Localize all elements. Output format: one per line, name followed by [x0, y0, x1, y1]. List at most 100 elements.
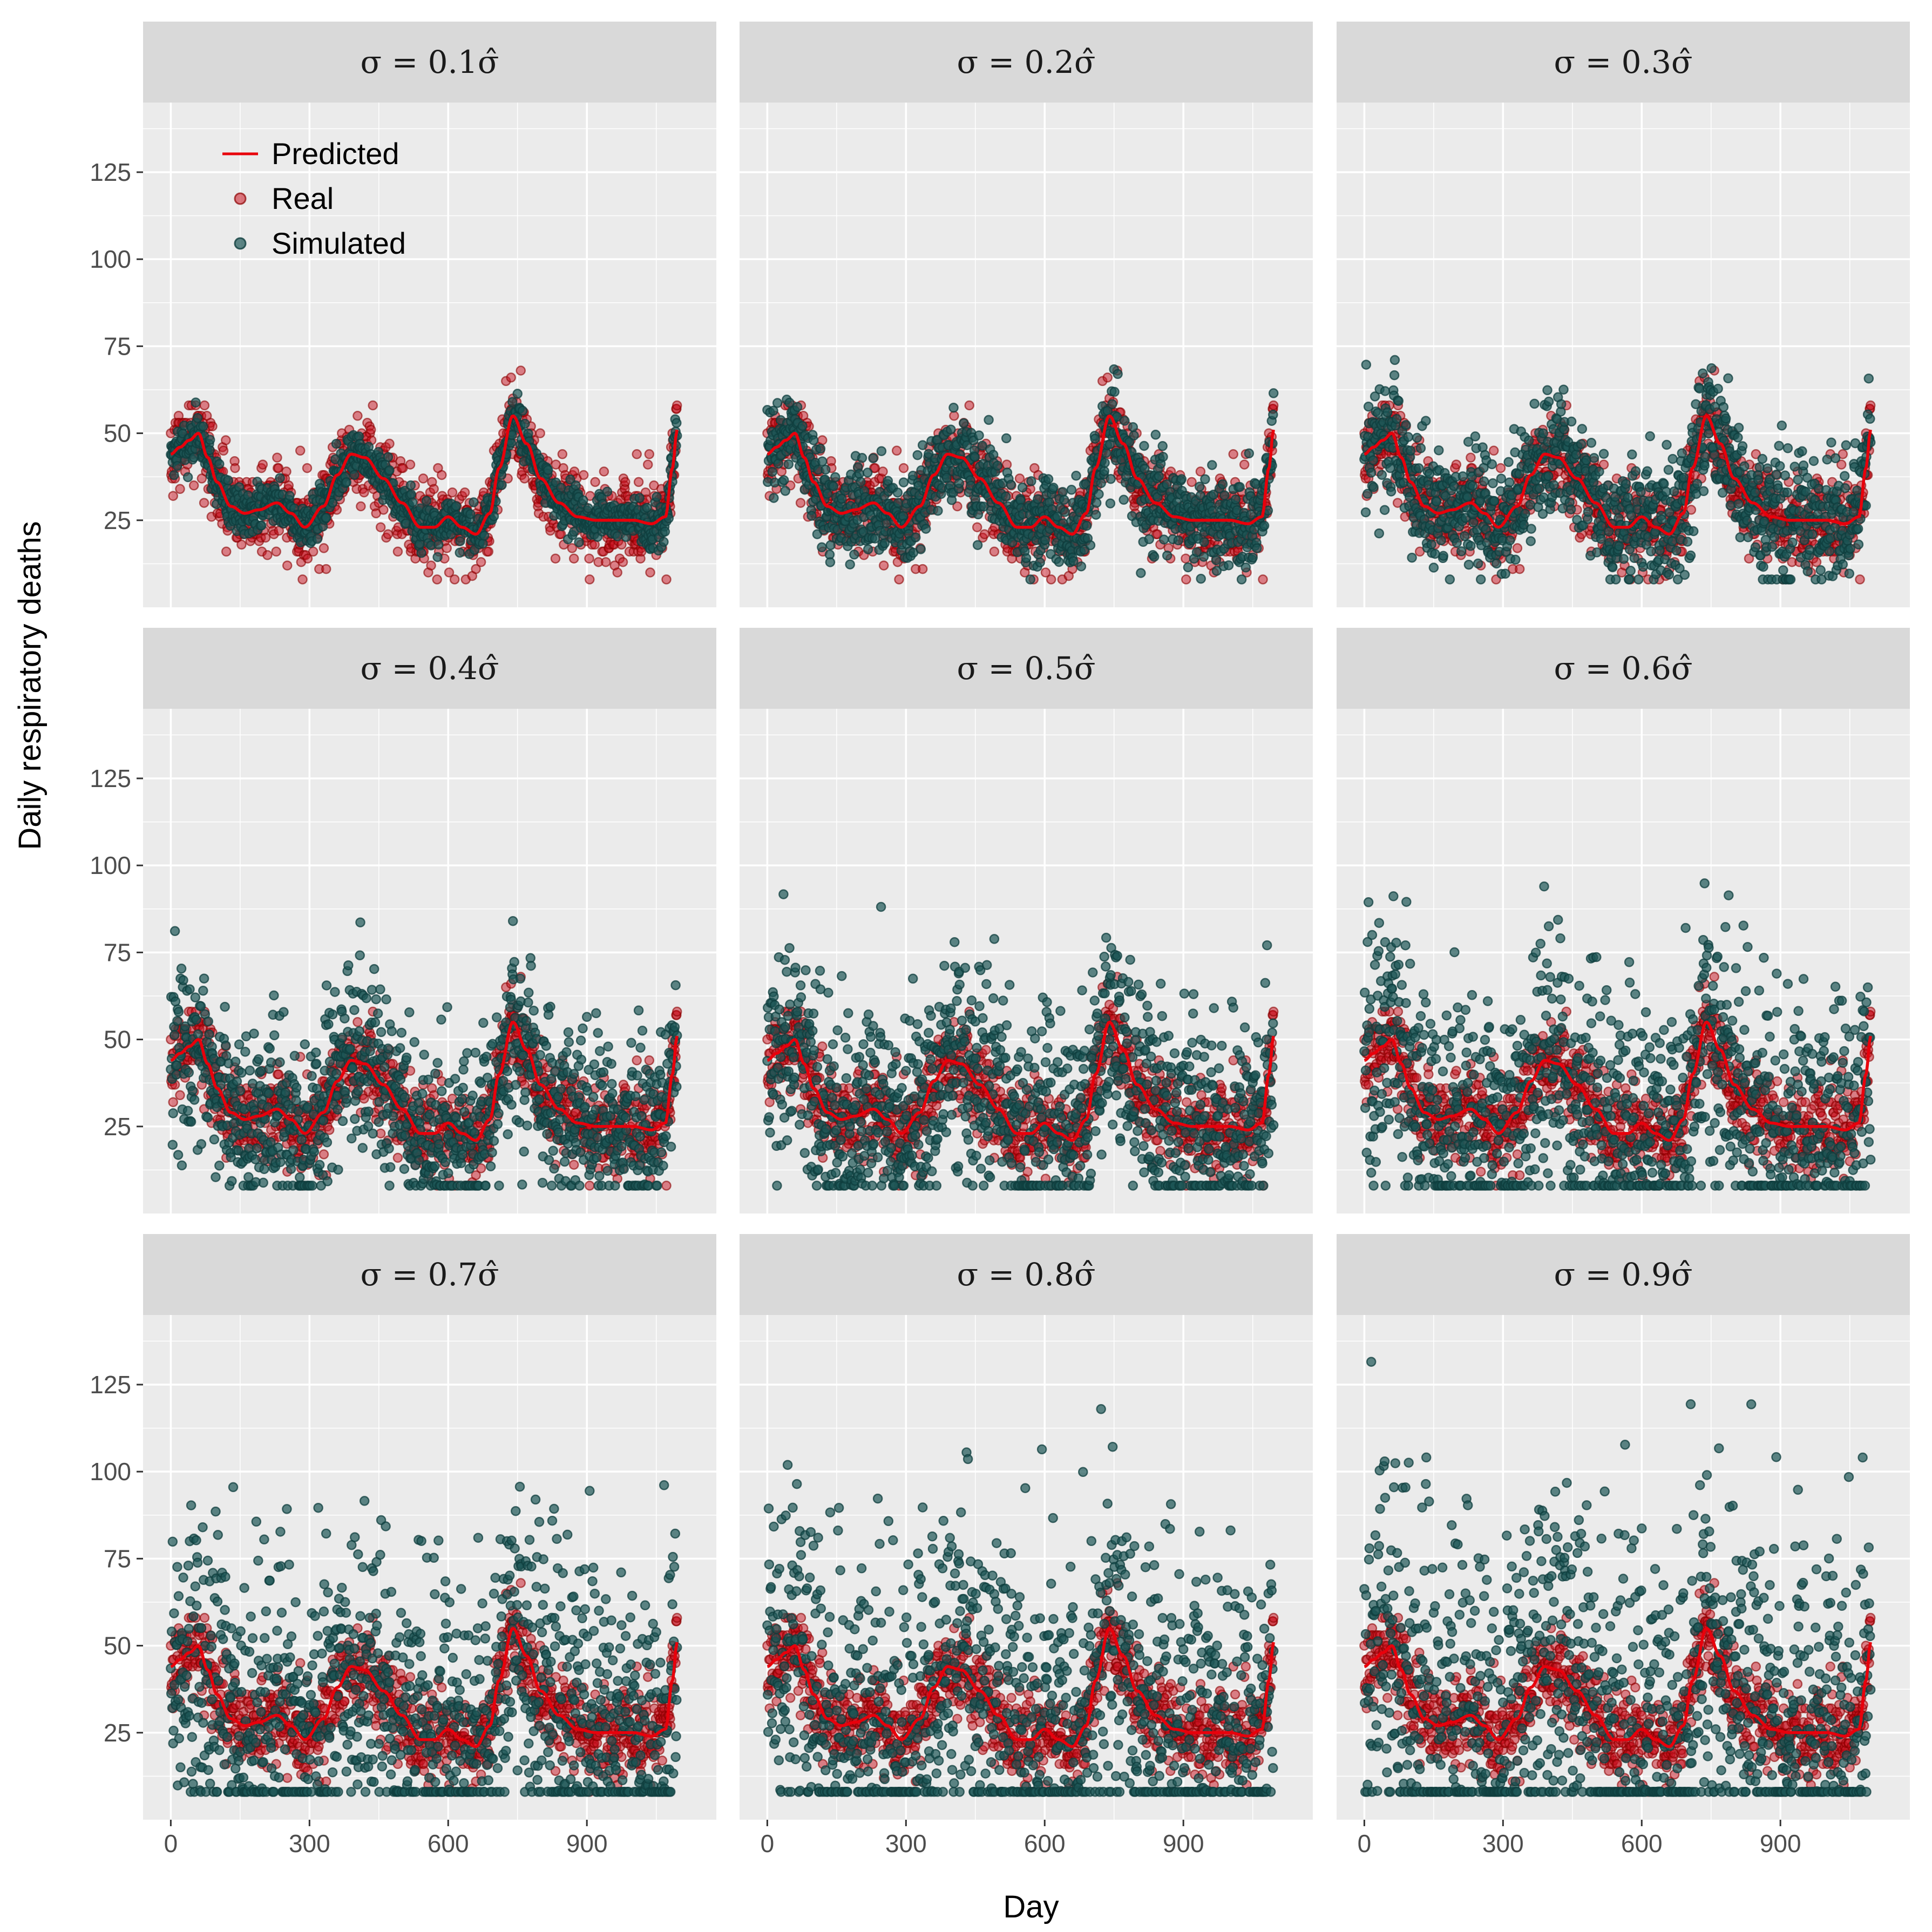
simulated-point: [422, 497, 431, 505]
simulated-point: [469, 498, 478, 507]
real-point: [536, 429, 545, 438]
real-point: [221, 436, 230, 445]
simulated-point: [342, 478, 351, 486]
real-point: [303, 464, 311, 472]
real-point: [484, 547, 493, 556]
real-point: [673, 401, 681, 410]
simulated-point: [286, 491, 294, 500]
real-point: [558, 450, 567, 458]
real-point: [450, 575, 459, 584]
real-point: [633, 450, 641, 458]
simulated-point: [479, 539, 487, 548]
real-point: [643, 460, 652, 469]
simulated-point: [456, 548, 464, 557]
facet-strip-label: σ = 0.1σ̂: [361, 44, 499, 80]
simulated-point: [456, 537, 465, 546]
real-point: [477, 558, 485, 566]
real-point: [200, 401, 209, 410]
real-point: [621, 478, 629, 486]
simulated-point: [322, 513, 330, 522]
simulated-point: [170, 471, 178, 479]
real-point: [200, 499, 208, 507]
real-point: [367, 425, 375, 434]
simulated-point: [184, 473, 192, 482]
real-point: [189, 481, 198, 490]
simulated-point: [513, 389, 522, 398]
real-point: [585, 575, 594, 584]
real-point: [600, 467, 608, 476]
simulated-point: [257, 521, 266, 530]
real-point: [551, 554, 560, 563]
simulated-point: [192, 398, 200, 407]
simulated-point: [224, 476, 233, 485]
real-point: [419, 474, 428, 483]
real-point: [261, 533, 270, 542]
real-point: [448, 488, 457, 497]
simulated-point: [498, 480, 506, 489]
real-point: [222, 547, 231, 556]
real-point: [322, 565, 330, 573]
faceted-scatter-figure: σ = 0.1σ̂255075100125σ = 0.2σ̂ σ = 0.3σ̂σ…: [0, 0, 1932, 1932]
simulated-point: [518, 406, 527, 415]
real-point: [430, 485, 438, 493]
real-point: [585, 554, 594, 563]
real-point: [645, 450, 654, 458]
real-point: [356, 502, 365, 511]
real-point: [376, 523, 385, 532]
real-point: [520, 474, 529, 483]
real-point: [507, 373, 516, 382]
simulated-point: [332, 439, 341, 448]
real-point: [613, 568, 622, 577]
simulated-point: [407, 490, 416, 499]
simulated-point: [520, 419, 529, 428]
real-point: [169, 492, 178, 500]
simulated-point: [385, 466, 394, 474]
real-point: [219, 446, 228, 455]
simulated-point: [313, 534, 322, 543]
panels-layer: σ = 0.1σ̂255075100125σ = 0.2σ̂ σ = 0.3σ̂σ…: [90, 22, 1910, 1858]
real-point: [634, 478, 643, 486]
simulated-point: [434, 540, 443, 549]
real-point: [309, 547, 317, 556]
real-point: [379, 505, 388, 514]
real-point: [385, 439, 394, 448]
real-point: [263, 551, 272, 559]
real-point: [406, 460, 415, 469]
simulated-point: [575, 538, 584, 547]
simulated-point: [579, 496, 587, 505]
simulated-point: [544, 466, 552, 474]
real-point: [579, 471, 588, 479]
simulated-point: [173, 462, 181, 470]
real-point: [646, 568, 655, 577]
real-point: [437, 471, 446, 479]
simulated-point: [384, 453, 392, 462]
real-point: [237, 540, 246, 549]
simulated-point: [276, 474, 284, 483]
real-point: [601, 558, 610, 566]
simulated-point: [199, 422, 207, 431]
simulated-point: [433, 553, 442, 561]
facet-panel-1: σ = 0.1σ̂255075100125: [90, 22, 716, 607]
real-point: [208, 422, 217, 431]
simulated-point: [417, 548, 426, 557]
real-point: [460, 488, 469, 497]
real-point: [299, 575, 307, 584]
real-point: [427, 561, 436, 570]
real-point: [231, 464, 239, 472]
simulated-point: [466, 510, 474, 518]
real-point: [369, 401, 377, 410]
simulated-point: [452, 501, 460, 510]
simulated-point: [572, 481, 580, 490]
simulated-point: [480, 531, 489, 540]
simulated-point: [406, 481, 415, 490]
real-point: [570, 554, 578, 563]
real-point: [433, 575, 442, 584]
real-point: [443, 544, 451, 552]
real-point: [320, 544, 328, 552]
simulated-point: [193, 413, 202, 422]
real-point: [296, 446, 304, 455]
real-point: [384, 530, 392, 539]
real-point: [259, 460, 267, 469]
real-point: [273, 453, 281, 462]
simulated-point: [215, 460, 223, 469]
